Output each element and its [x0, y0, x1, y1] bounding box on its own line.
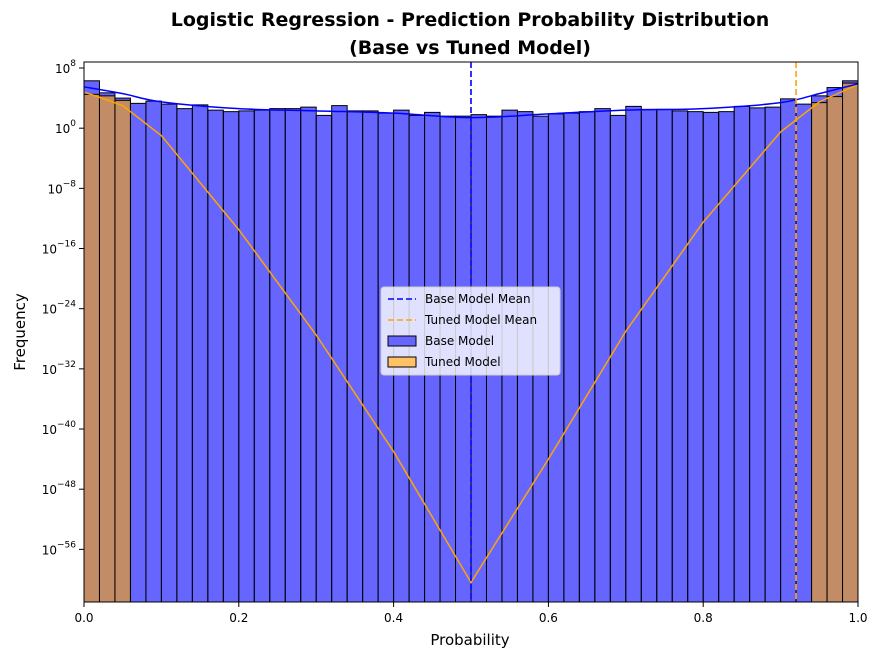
base-model-bar	[671, 110, 689, 603]
base-model-bar	[222, 111, 240, 603]
base-model-bar	[733, 105, 751, 603]
base-model-bar	[625, 105, 642, 603]
base-model-bar	[145, 100, 162, 603]
y-tick-label: 10−16	[42, 240, 77, 257]
x-tick-label: 0.0	[74, 611, 93, 625]
base-model-bar	[300, 106, 317, 603]
base-model-bar	[176, 108, 193, 603]
base-model-bar	[238, 110, 255, 603]
y-tick-label: 10−32	[42, 360, 76, 377]
base-model-bar	[687, 111, 704, 603]
base-model-bar	[718, 111, 735, 603]
tuned-model-bar	[98, 95, 116, 603]
y-tick-label: 108	[55, 59, 76, 76]
base-model-bar	[780, 98, 797, 603]
base-model-bar	[331, 105, 348, 603]
base-model-bar	[656, 108, 673, 603]
base-model-bar	[191, 104, 209, 603]
base-model-bar	[315, 114, 333, 603]
tuned-model-bar	[842, 82, 859, 603]
tuned-model-bar	[114, 99, 131, 603]
base-model-bar	[749, 107, 766, 603]
tuned-model-bar	[83, 93, 100, 603]
legend-patch-swatch	[387, 356, 417, 368]
x-axis-label: Probability	[430, 631, 509, 649]
x-tick-label: 0.8	[694, 611, 713, 625]
chart-title-line1: Logistic Regression - Prediction Probabi…	[171, 9, 769, 31]
legend: Base Model Mean Tuned Model Mean Base Mode…	[380, 286, 561, 376]
y-tick-label: 10−40	[42, 420, 77, 437]
base-model-bar	[129, 102, 147, 603]
tuned-model-bar	[811, 102, 828, 603]
base-model-bar	[702, 111, 720, 603]
y-tick-label: 10−8	[47, 179, 76, 196]
base-model-bar	[609, 114, 627, 603]
legend-label: Base Model Mean	[425, 292, 531, 306]
legend-box	[380, 286, 561, 376]
axes-frame	[83, 61, 859, 603]
base-model-bar	[253, 109, 271, 603]
legend-label: Tuned Model	[424, 355, 501, 369]
chart-title-line2: (Base vs Tuned Model)	[349, 37, 591, 59]
base-model-bar	[207, 109, 224, 603]
base-model-bar	[284, 108, 302, 603]
base-model-bar	[764, 106, 782, 603]
base-model-bar	[362, 110, 379, 603]
x-tick-label: 0.2	[229, 611, 248, 625]
y-tick-label: 10−48	[42, 480, 77, 497]
x-tick-label: 1.0	[848, 611, 867, 625]
y-axis-label: Frequency	[11, 293, 29, 371]
base-model-bar	[346, 110, 364, 603]
tuned-model-bar	[826, 96, 844, 603]
base-model-bar	[160, 103, 178, 603]
tuned-model-kde-line	[83, 83, 859, 584]
x-tick-label: 0.4	[384, 611, 403, 625]
legend-patch-swatch	[387, 335, 417, 347]
y-tick-label: 10−56	[42, 540, 77, 557]
base-model-bar	[640, 108, 658, 603]
y-tick-label: 100	[55, 119, 76, 136]
legend-label: Base Model	[425, 334, 494, 348]
base-model-bar	[578, 111, 596, 603]
base-model-bar	[594, 108, 611, 603]
base-model-bar	[269, 108, 286, 603]
legend-label: Tuned Model Mean	[424, 313, 537, 327]
base-model-bar	[563, 112, 580, 603]
base-model-bar	[795, 103, 813, 603]
x-tick-label: 0.6	[539, 611, 558, 625]
y-tick-label: 10−24	[42, 300, 77, 317]
